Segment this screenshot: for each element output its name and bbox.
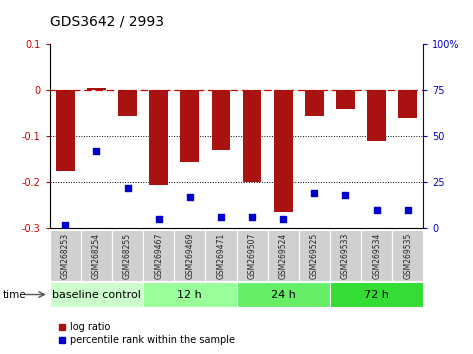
Point — [404, 207, 412, 213]
Bar — [143, 282, 236, 307]
Bar — [112, 230, 143, 281]
Bar — [50, 230, 81, 281]
Bar — [367, 90, 386, 141]
Bar — [330, 282, 423, 307]
Bar — [118, 90, 137, 115]
Bar — [330, 230, 361, 281]
Bar — [243, 90, 262, 182]
Point — [93, 148, 100, 154]
Bar — [50, 282, 143, 307]
Legend: log ratio, percentile rank within the sample: log ratio, percentile rank within the sa… — [54, 319, 239, 349]
Text: time: time — [2, 290, 26, 299]
Point — [124, 185, 131, 191]
Text: GSM269471: GSM269471 — [217, 233, 226, 279]
Bar — [56, 90, 75, 171]
Text: GSM268253: GSM268253 — [61, 233, 70, 279]
Text: GSM269469: GSM269469 — [185, 233, 194, 279]
Bar — [236, 230, 268, 281]
Bar — [305, 90, 324, 115]
Bar — [274, 90, 292, 212]
Point — [217, 215, 225, 220]
Bar — [205, 230, 236, 281]
Point — [342, 192, 349, 198]
Text: GSM269533: GSM269533 — [341, 233, 350, 279]
Text: 12 h: 12 h — [177, 290, 202, 299]
Text: 24 h: 24 h — [271, 290, 296, 299]
Bar — [299, 230, 330, 281]
Bar — [336, 90, 355, 109]
Bar — [236, 282, 330, 307]
Bar — [174, 230, 205, 281]
Bar — [149, 90, 168, 185]
Point — [280, 216, 287, 222]
Text: GSM269524: GSM269524 — [279, 233, 288, 279]
Bar — [268, 230, 299, 281]
Bar — [392, 230, 423, 281]
Bar — [81, 230, 112, 281]
Bar — [361, 230, 392, 281]
Point — [248, 215, 256, 220]
Text: GDS3642 / 2993: GDS3642 / 2993 — [50, 14, 164, 28]
Bar — [143, 230, 174, 281]
Point — [311, 190, 318, 196]
Text: GSM268255: GSM268255 — [123, 233, 132, 279]
Point — [155, 216, 162, 222]
Text: GSM269507: GSM269507 — [247, 233, 256, 279]
Text: baseline control: baseline control — [52, 290, 141, 299]
Bar — [180, 90, 199, 161]
Point — [186, 194, 193, 200]
Point — [61, 222, 69, 228]
Bar — [87, 88, 105, 90]
Bar — [398, 90, 417, 118]
Text: GSM269534: GSM269534 — [372, 233, 381, 279]
Bar — [211, 90, 230, 150]
Text: GSM268254: GSM268254 — [92, 233, 101, 279]
Point — [373, 207, 380, 213]
Text: GSM269535: GSM269535 — [403, 233, 412, 279]
Text: 72 h: 72 h — [364, 290, 389, 299]
Text: GSM269525: GSM269525 — [310, 233, 319, 279]
Text: GSM269467: GSM269467 — [154, 233, 163, 279]
